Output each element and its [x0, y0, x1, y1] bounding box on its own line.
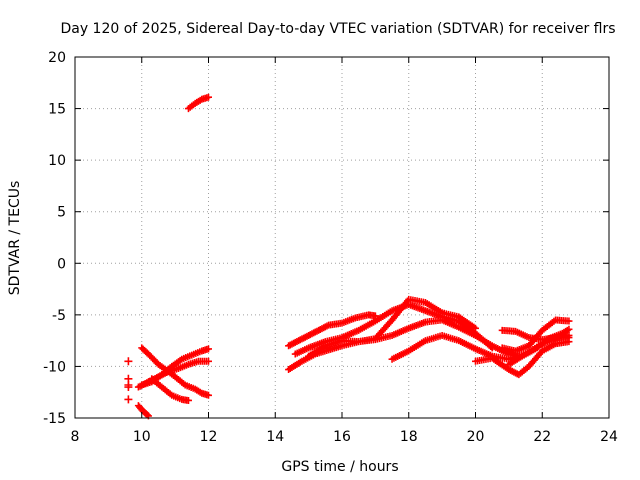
data-point	[472, 324, 479, 332]
data-point	[488, 344, 496, 352]
x-tick-label: 10	[133, 429, 151, 445]
y-tick-label: -5	[52, 308, 66, 324]
y-tick-label: 5	[57, 205, 66, 221]
data-point	[124, 380, 133, 389]
x-tick-label: 18	[400, 429, 418, 445]
data-point	[565, 317, 573, 325]
y-tick-label: 0	[57, 256, 66, 272]
x-tick-label: 24	[600, 429, 618, 445]
axis-ticks: 8 10 12 14 16 18 20 22 24 -15 -10 -5 0 5 10 15 20	[43, 50, 618, 445]
data-point	[565, 325, 573, 333]
y-tick-label: -10	[43, 359, 66, 375]
y-axis-label: SDTVAR / TECUs	[7, 181, 23, 296]
y-tick-label: 10	[48, 153, 66, 169]
x-tick-label: 12	[200, 429, 218, 445]
data-point	[205, 357, 212, 365]
data-marks	[124, 93, 573, 420]
grid-layer	[75, 57, 609, 418]
data-point	[205, 391, 212, 399]
data-point	[143, 411, 151, 419]
chart-title: Day 120 of 2025, Sidereal Day-to-day VTE…	[60, 21, 615, 37]
data-point	[205, 93, 212, 101]
x-tick-label: 22	[533, 429, 551, 445]
x-axis-label: GPS time / hours	[281, 459, 398, 475]
y-tick-label: 20	[48, 50, 66, 66]
x-tick-label: 20	[467, 429, 485, 445]
x-tick-label: 8	[71, 429, 80, 445]
x-tick-label: 16	[333, 429, 351, 445]
data-point	[565, 334, 573, 342]
data-point	[205, 345, 212, 353]
x-tick-label: 14	[266, 429, 284, 445]
data-point	[124, 357, 133, 366]
data-point	[124, 395, 133, 404]
y-tick-label: 15	[48, 102, 66, 118]
data-point	[184, 396, 192, 404]
y-tick-label: -15	[43, 411, 66, 427]
data-point	[487, 343, 495, 351]
